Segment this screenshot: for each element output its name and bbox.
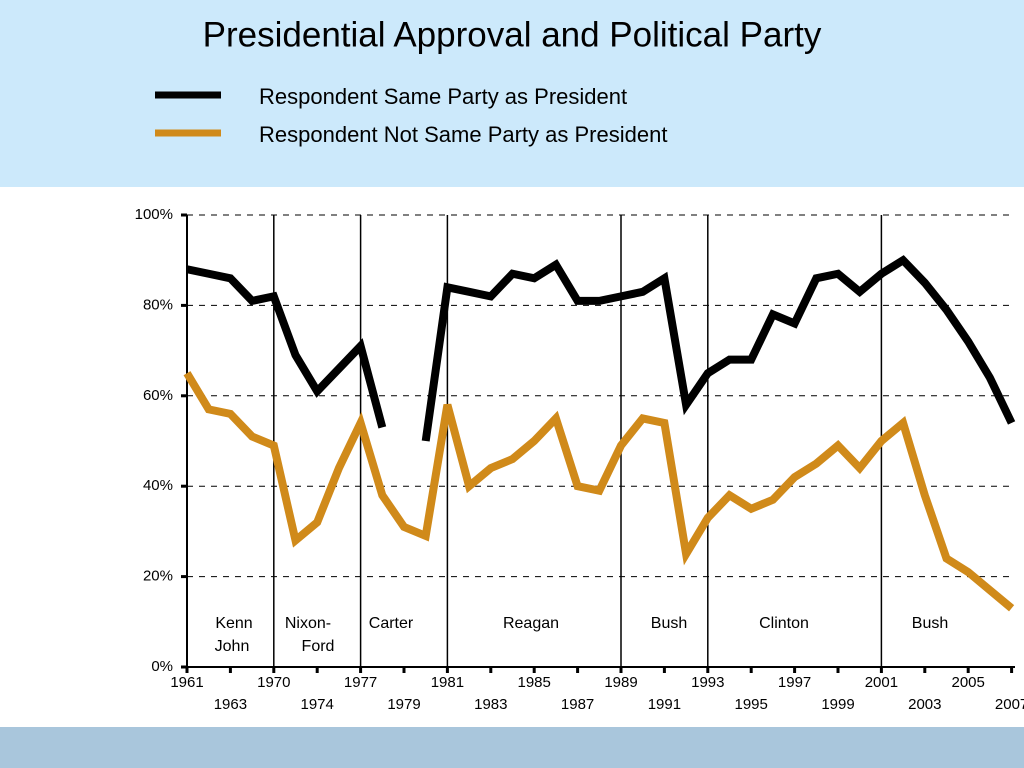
era-label: Bush	[651, 615, 687, 632]
era-label: John	[215, 638, 250, 655]
x-tick-label: 1974	[301, 696, 334, 713]
x-tick-label: 1977	[344, 674, 377, 691]
y-tick-label: 20%	[143, 568, 173, 585]
era-label: Bush	[912, 615, 948, 632]
x-tick-label: 1999	[821, 696, 854, 713]
era-label: Carter	[369, 615, 414, 632]
footer-band	[0, 727, 1024, 768]
x-tick-label: 1983	[474, 696, 507, 713]
x-tick-label: 1989	[604, 674, 637, 691]
x-tick-label: 2003	[908, 696, 941, 713]
y-tick-label: 80%	[143, 296, 173, 313]
chart-title: Presidential Approval and Political Part…	[203, 15, 822, 54]
era-label: Reagan	[503, 615, 559, 632]
era-label: Ford	[302, 638, 335, 655]
y-tick-label: 0%	[151, 658, 173, 675]
era-label: Nixon-	[285, 615, 331, 632]
era-label: Kenn	[215, 615, 252, 632]
x-tick-label: 1970	[257, 674, 290, 691]
x-tick-label: 1987	[561, 696, 594, 713]
x-tick-label: 1961	[170, 674, 203, 691]
x-tick-label: 1993	[691, 674, 724, 691]
y-tick-label: 60%	[143, 387, 173, 404]
series-line	[183, 371, 1015, 612]
x-tick-label: 2005	[952, 674, 985, 691]
legend-label: Respondent Same Party as President	[259, 84, 627, 109]
legend-label: Respondent Not Same Party as President	[259, 122, 667, 147]
x-tick-label: 2001	[865, 674, 898, 691]
x-tick-label: 1979	[387, 696, 420, 713]
y-tick-label: 40%	[143, 477, 173, 494]
series-line	[186, 255, 1016, 442]
era-label: Clinton	[759, 615, 809, 632]
y-tick-label: 100%	[135, 206, 173, 223]
x-tick-label: 1981	[431, 674, 464, 691]
x-tick-label: 1997	[778, 674, 811, 691]
x-tick-label: 1963	[214, 696, 247, 713]
x-tick-label: 1995	[735, 696, 768, 713]
x-tick-label: 1985	[518, 674, 551, 691]
x-tick-label: 1991	[648, 696, 681, 713]
x-tick-label: 2007	[995, 696, 1024, 713]
